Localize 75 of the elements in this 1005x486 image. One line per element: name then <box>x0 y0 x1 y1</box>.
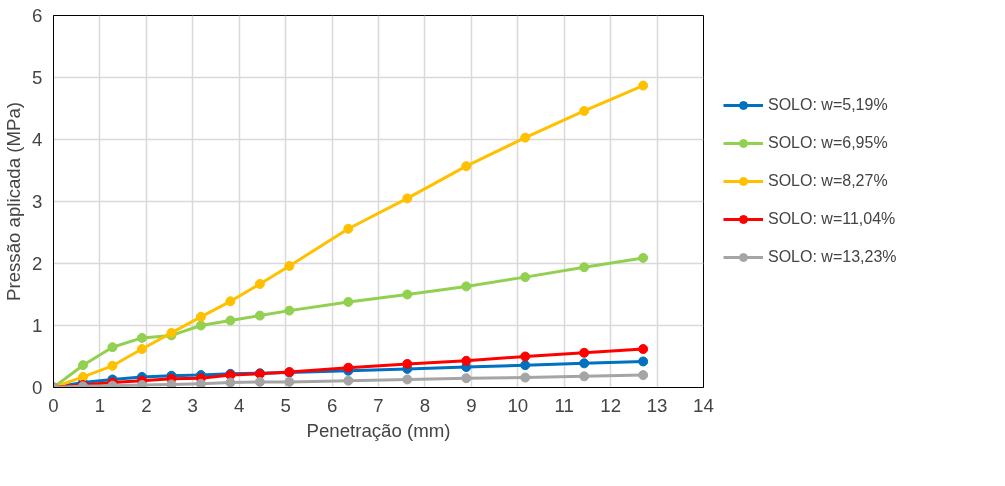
y-tick-label: 5 <box>32 67 43 88</box>
point <box>225 315 236 326</box>
point <box>343 375 354 386</box>
point <box>254 376 265 387</box>
x-tick-label: 12 <box>600 394 622 416</box>
point <box>195 311 206 322</box>
point <box>195 320 206 331</box>
y-axis-title: Pressão aplicada (MPa) <box>3 101 25 302</box>
point <box>638 252 649 263</box>
x-tick-label: 5 <box>280 394 291 416</box>
legend-label: SOLO: w=11,04% <box>768 210 896 228</box>
point <box>402 374 413 385</box>
point <box>284 260 295 271</box>
point <box>225 296 236 307</box>
point <box>107 360 118 371</box>
point <box>284 305 295 316</box>
legend-label: SOLO: w=13,23% <box>768 248 897 266</box>
x-tick-label: 14 <box>693 394 714 416</box>
x-tick-label: 9 <box>466 394 477 416</box>
x-tick-label: 3 <box>187 394 198 416</box>
point <box>461 355 472 366</box>
y-tick-label: 4 <box>32 129 43 150</box>
point <box>579 358 590 369</box>
x-tick-label: 2 <box>141 394 152 416</box>
point <box>254 310 265 321</box>
point <box>461 161 472 172</box>
point <box>136 380 147 388</box>
y-tick-label: 0 <box>32 377 43 398</box>
y-tick-label: 6 <box>32 5 43 26</box>
legend-label: SOLO: w=6,95% <box>768 134 888 152</box>
point <box>225 377 236 388</box>
point <box>579 105 590 116</box>
point <box>579 371 590 382</box>
point <box>638 356 649 367</box>
y-tick-label: 2 <box>32 253 43 274</box>
point <box>136 344 147 355</box>
x-tick-label: 10 <box>507 394 529 416</box>
point <box>195 378 206 388</box>
point <box>579 347 590 358</box>
point <box>520 132 531 143</box>
point <box>343 296 354 307</box>
point <box>166 379 177 388</box>
x-tick-label: 11 <box>554 394 574 416</box>
point <box>520 272 531 283</box>
y-tick-label: 3 <box>32 191 43 212</box>
point <box>579 262 590 273</box>
y-tick-label: 1 <box>32 315 43 336</box>
point <box>107 342 118 353</box>
point <box>638 80 649 91</box>
point <box>638 344 649 355</box>
point <box>402 358 413 369</box>
legend-label: SOLO: w=5,19% <box>768 96 888 114</box>
point <box>520 372 531 383</box>
point <box>461 373 472 384</box>
point <box>254 278 265 289</box>
point <box>402 289 413 300</box>
point <box>520 360 531 371</box>
point <box>284 376 295 387</box>
x-tick-label: 1 <box>94 394 106 416</box>
x-tick-label: 7 <box>373 394 384 416</box>
point <box>638 370 649 381</box>
point <box>136 332 147 343</box>
point <box>402 193 413 204</box>
point <box>343 223 354 234</box>
point <box>77 371 88 382</box>
x-tick-label: 8 <box>419 394 431 416</box>
x-tick-label: 13 <box>646 394 668 416</box>
x-axis-title: Penetração (mm) <box>306 419 451 441</box>
point <box>461 281 472 292</box>
x-tick-label: 4 <box>234 394 245 416</box>
point <box>77 360 88 371</box>
x-tick-label: 6 <box>326 394 338 416</box>
x-tick-label: 0 <box>48 394 59 416</box>
point <box>520 351 531 362</box>
legend-label: SOLO: w=8,27% <box>768 172 888 190</box>
